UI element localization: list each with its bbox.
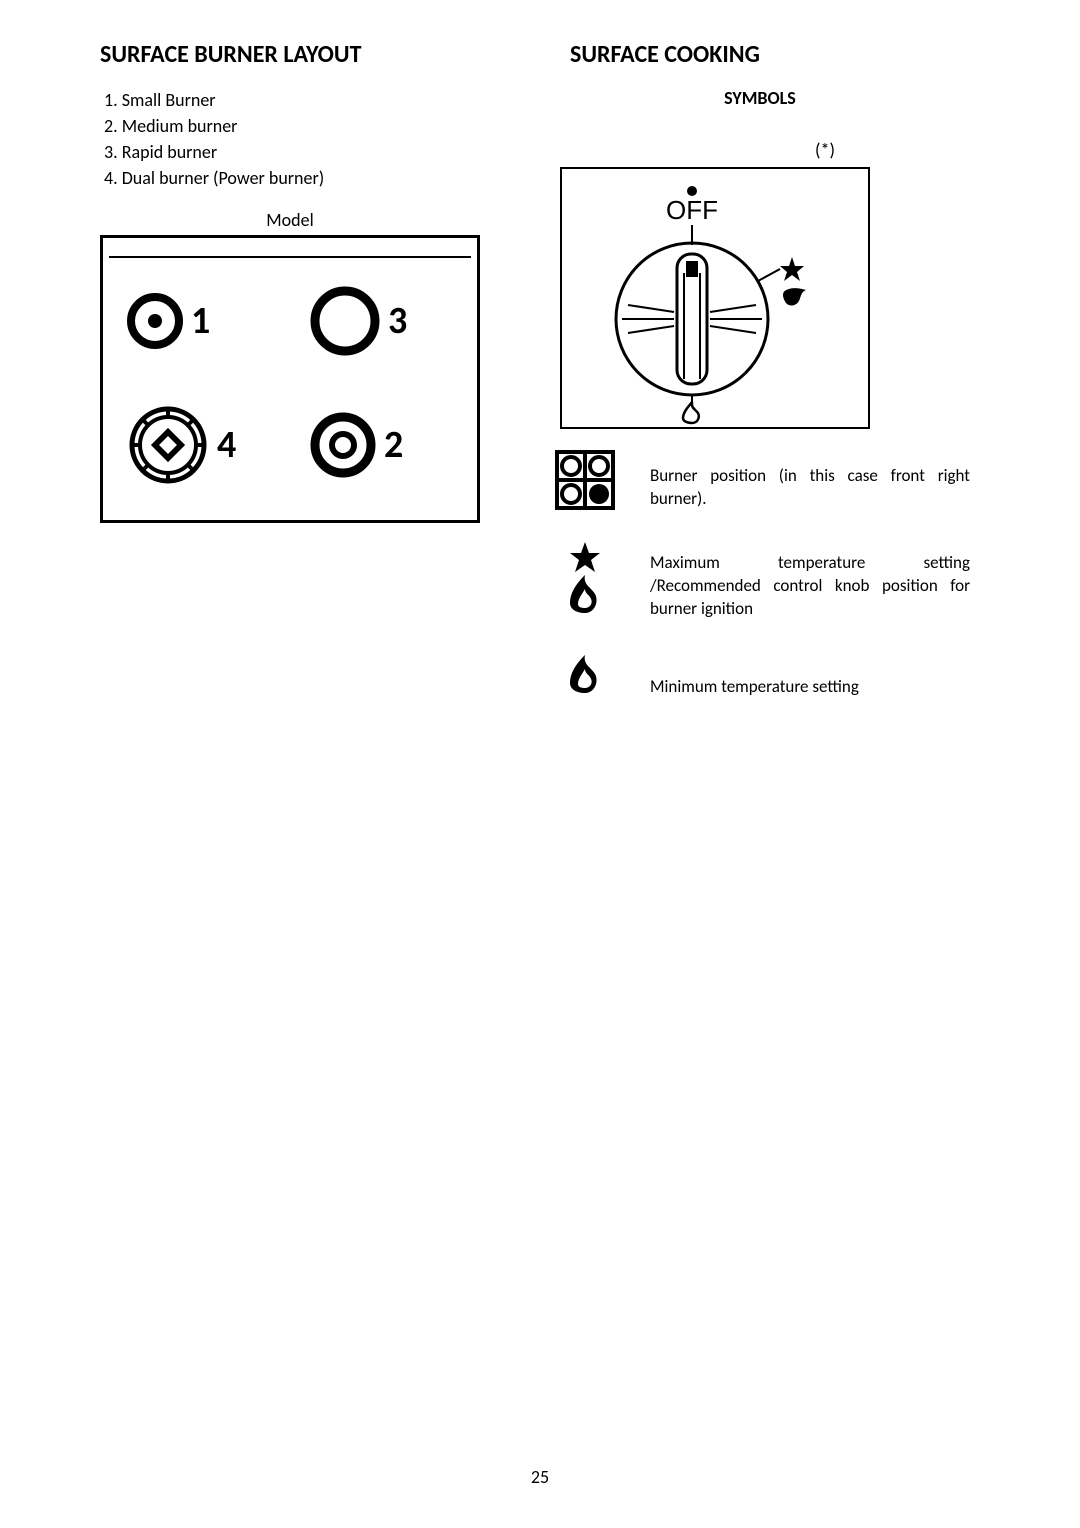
min-temp-icon [550, 651, 620, 699]
burner-num-3: 3 [388, 298, 407, 344]
min-temp-text: Minimum temperature setting [650, 676, 990, 699]
dual-burner-icon [127, 404, 209, 486]
symbols-heading: SYMBOLS [530, 87, 990, 109]
burner-position-icon [550, 449, 620, 511]
knob-off-label: OFF [666, 195, 718, 225]
footnote-marker: (*) [660, 139, 990, 161]
layout-diagram: 1 3 [100, 235, 480, 523]
burner-num-4: 4 [217, 422, 236, 468]
burner-list: 1. Small Burner 2. Medium burner 3. Rapi… [104, 87, 480, 191]
knob-diagram: OFF [560, 167, 870, 429]
small-burner-icon [127, 293, 183, 349]
surface-cooking-heading: SURFACE COOKING [570, 40, 990, 69]
burner-pos-3: 3 [310, 286, 453, 356]
burner-item-3: 3. Rapid burner [104, 139, 480, 165]
burner-pos-2: 2 [310, 404, 453, 486]
burner-num-1: 1 [191, 298, 210, 344]
max-temp-text: Maximum temperature setting /Recommended… [650, 552, 990, 621]
burner-item-1: 1. Small Burner [104, 87, 480, 113]
burner-num-2: 2 [384, 422, 403, 468]
burner-pos-1: 1 [127, 286, 270, 356]
burner-item-4: 4. Dual burner (Power burner) [104, 165, 480, 191]
model-label: Model [100, 209, 480, 231]
burner-item-2: 2. Medium burner [104, 113, 480, 139]
burner-position-text: Burner position (in this case front righ… [650, 465, 990, 511]
medium-burner-icon [310, 412, 376, 478]
burner-layout-heading: SURFACE BURNER LAYOUT [100, 40, 480, 69]
page-number: 25 [0, 1466, 1080, 1488]
max-temp-icon [550, 541, 620, 621]
rapid-burner-icon [310, 286, 380, 356]
burner-pos-4: 4 [127, 404, 270, 486]
